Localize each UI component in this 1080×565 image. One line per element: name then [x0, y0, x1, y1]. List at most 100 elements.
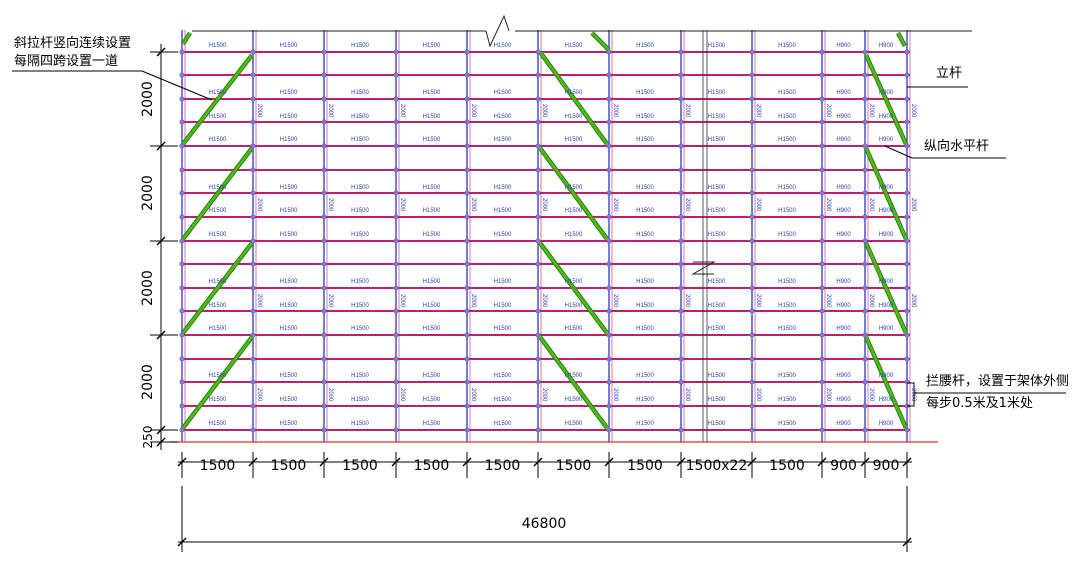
joint-node [749, 356, 755, 362]
vertical-panel-label: 2000 [541, 294, 547, 308]
joint-node [749, 119, 755, 125]
joint-node [862, 167, 868, 173]
joint-node [535, 49, 541, 55]
vertical-panel-label: 2000 [825, 104, 831, 118]
joint-node [179, 403, 185, 409]
joint-node [535, 167, 541, 173]
bay-dimension-tick [319, 457, 329, 467]
joint-node [862, 72, 868, 78]
panel-label: H900 [879, 421, 894, 427]
vertical-panel-label: 2000 [684, 104, 690, 118]
vertical-panel-label: 2000 [256, 104, 262, 118]
panel-label: H1500 [636, 279, 654, 285]
joint-node [904, 238, 910, 244]
joint-node [321, 214, 327, 220]
joint-node [179, 285, 185, 291]
joint-node [606, 49, 612, 55]
joint-node [819, 167, 825, 173]
joint-node [819, 190, 825, 196]
joint-node [535, 238, 541, 244]
panel-label: H1500 [708, 43, 726, 49]
joint-node [904, 332, 910, 338]
joint-node [179, 379, 185, 385]
panel-label: H1500 [778, 303, 796, 309]
vertical-panel-label: 2000 [684, 294, 690, 308]
bay-dimension-tick [533, 457, 543, 467]
lift-dimension-tick [156, 330, 166, 340]
panel-label: H1500 [636, 326, 654, 332]
joint-node [250, 427, 256, 433]
joint-node [749, 238, 755, 244]
panel-label: H1500 [565, 185, 583, 191]
panel-label: H1500 [494, 279, 512, 285]
joint-node [250, 261, 256, 267]
joint-node [535, 427, 541, 433]
vertical-panel-label: 2000 [910, 294, 916, 308]
bay-dimension-tick [817, 457, 827, 467]
joint-node [464, 214, 470, 220]
joint-node [250, 403, 256, 409]
panel-label: H1500 [565, 208, 583, 214]
panel-labels: H1500 H1500 H1500 H1500 H1500 H1500 H1500 H1500… [209, 43, 916, 427]
vertical-panel-label: 2000 [755, 388, 761, 402]
vertical-panel-label: 2000 [868, 198, 874, 212]
joint-node [749, 308, 755, 314]
panel-label: H1500 [280, 421, 298, 427]
panel-label: H1500 [494, 185, 512, 191]
panel-label: H1500 [423, 303, 441, 309]
joint-node [321, 143, 327, 149]
bay-dimension-text: 1500x22 [686, 458, 748, 474]
panel-label: H900 [836, 232, 851, 238]
panel-label: H1500 [708, 421, 726, 427]
joint-node [862, 119, 868, 125]
panel-label: H1500 [778, 397, 796, 403]
lift-dimension-text: 2000 [140, 81, 156, 117]
panel-label: H1500 [494, 397, 512, 403]
longitudinal-annotation-leader [884, 145, 913, 159]
panel-label: H1500 [778, 208, 796, 214]
joint-node [606, 356, 612, 362]
joint-node [749, 49, 755, 55]
panel-label: H900 [836, 90, 851, 96]
joint-node [749, 427, 755, 433]
joint-node [179, 238, 185, 244]
joint-node [179, 308, 185, 314]
panel-label: H900 [836, 326, 851, 332]
joint-node [250, 49, 256, 55]
vertical-panel-label: 2000 [868, 104, 874, 118]
vertical-panel-label: 2000 [612, 104, 618, 118]
joint-node [321, 332, 327, 338]
mid-break-symbol [691, 261, 716, 275]
panel-label: H1500 [351, 373, 369, 379]
joint-node [819, 308, 825, 314]
panel-label: H1500 [280, 137, 298, 143]
joint-node [678, 238, 684, 244]
vertical-panel-label: 2000 [327, 388, 333, 402]
vertical-panel-label: 2000 [256, 294, 262, 308]
joint-node [250, 96, 256, 102]
dimension-lines: 1500 1500 1500 1500 1500 1500 1500 1500x22 1500 9… [140, 44, 912, 552]
joint-node [464, 72, 470, 78]
panel-label: H1500 [351, 421, 369, 427]
joint-node [393, 379, 399, 385]
joint-node [819, 238, 825, 244]
joint-node [606, 190, 612, 196]
vertical-panel-label: 2000 [399, 388, 405, 402]
joint-node [862, 285, 868, 291]
panel-label: H900 [879, 185, 894, 191]
joint-node [464, 379, 470, 385]
joint-node [749, 143, 755, 149]
bay-dimension-tick [902, 457, 912, 467]
lift-dimension-tick [156, 47, 166, 57]
panel-label: H1500 [280, 303, 298, 309]
joint-node [678, 403, 684, 409]
joint-node [179, 214, 185, 220]
joint-node [464, 308, 470, 314]
panel-label: H1500 [636, 114, 654, 120]
joint-node [464, 190, 470, 196]
panel-label: H1500 [280, 232, 298, 238]
diagonal-brace [896, 32, 907, 47]
vertical-panel-label: 2000 [399, 198, 405, 212]
bay-dimension-text: 1500 [200, 458, 236, 474]
